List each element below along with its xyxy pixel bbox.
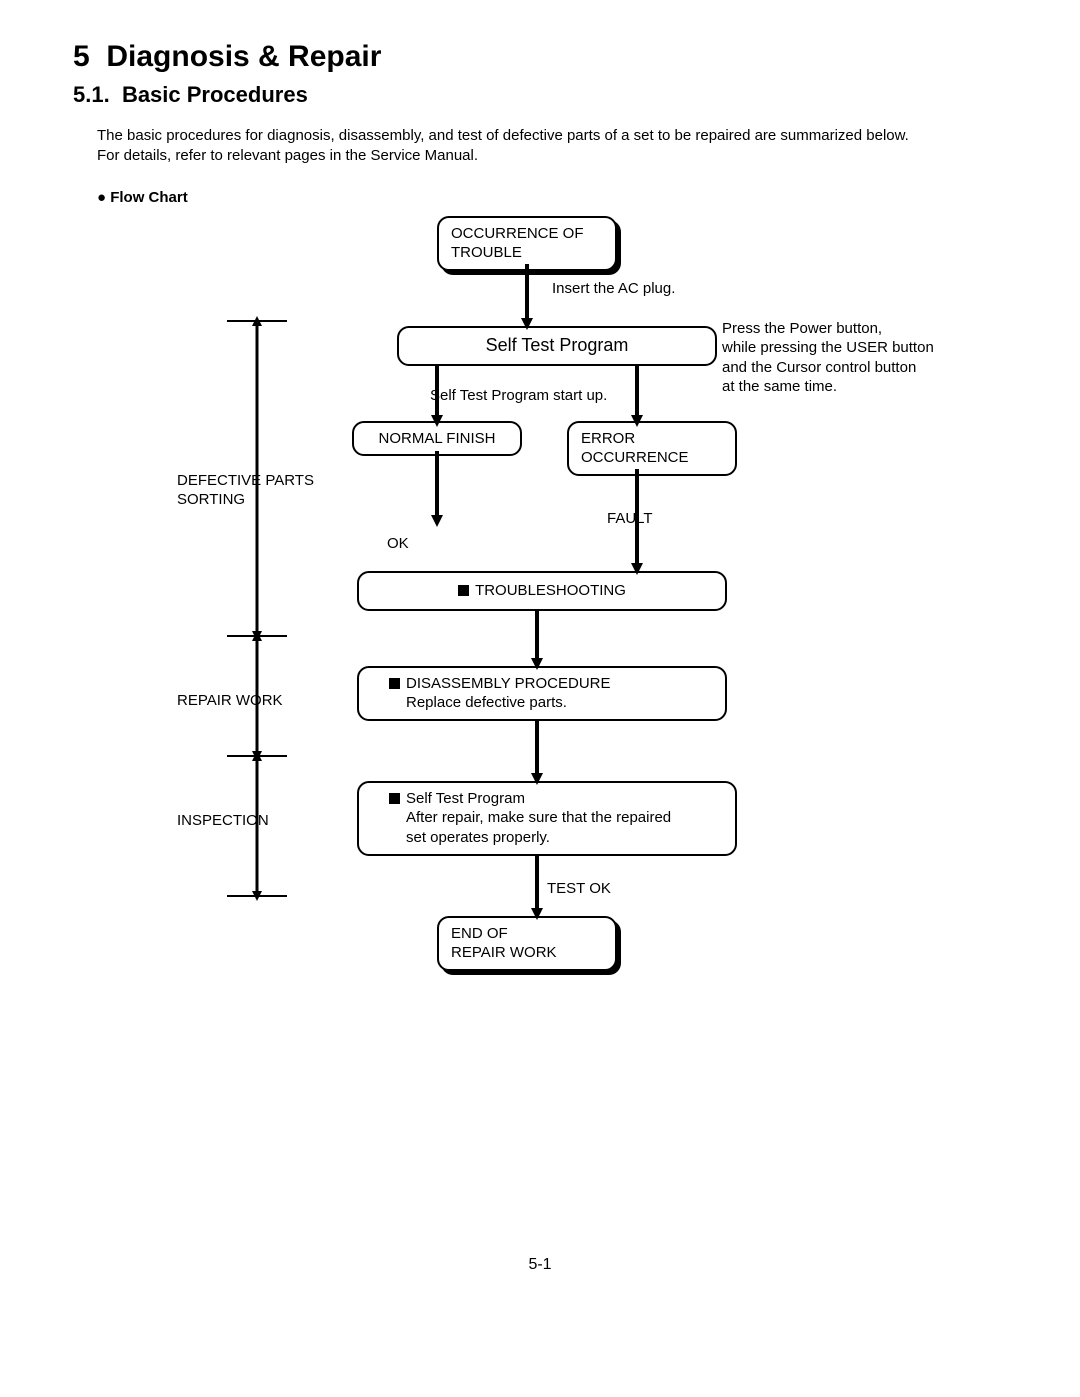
- section-title: 5.1. Basic Procedures: [73, 82, 1025, 108]
- chapter-title: 5 Diagnosis & Repair: [73, 40, 1025, 74]
- chapter-number: 5: [73, 40, 90, 73]
- node-disassembly: DISASSEMBLY PROCEDUREReplace defective p…: [357, 666, 727, 721]
- note-inspection: INSPECTION: [177, 811, 269, 831]
- note-startup: Self Test Program start up.: [430, 386, 607, 406]
- note-press-power: Press the Power button,while pressing th…: [722, 319, 934, 397]
- flowchart: OCCURRENCE OFTROUBLE Self Test Program N…: [97, 216, 1037, 996]
- flow-chart-label: ● Flow Chart: [97, 189, 1025, 206]
- note-ok: OK: [387, 534, 409, 554]
- chapter-text: Diagnosis & Repair: [106, 40, 381, 73]
- section-number: 5.1.: [73, 82, 110, 107]
- node-error-occurrence: ERROROCCURRENCE: [567, 421, 737, 476]
- node-normal-finish: NORMAL FINISH: [352, 421, 522, 457]
- node-selftest: Self Test Program: [397, 326, 717, 366]
- section-text: Basic Procedures: [122, 82, 308, 107]
- note-defective-parts: DEFECTIVE PARTSSORTING: [177, 471, 314, 510]
- node-selftest-after: Self Test ProgramAfter repair, make sure…: [357, 781, 737, 856]
- node-occurrence: OCCURRENCE OFTROUBLE: [437, 216, 617, 271]
- page-number: 5-1: [55, 1256, 1025, 1274]
- note-testok: TEST OK: [547, 879, 611, 899]
- note-fault: FAULT: [607, 509, 653, 529]
- note-insert-plug: Insert the AC plug.: [552, 279, 675, 299]
- note-repair-work: REPAIR WORK: [177, 691, 283, 711]
- node-end: END OFREPAIR WORK: [437, 916, 617, 971]
- node-troubleshooting: TROUBLESHOOTING: [357, 571, 727, 611]
- intro-text: The basic procedures for diagnosis, disa…: [97, 126, 1025, 167]
